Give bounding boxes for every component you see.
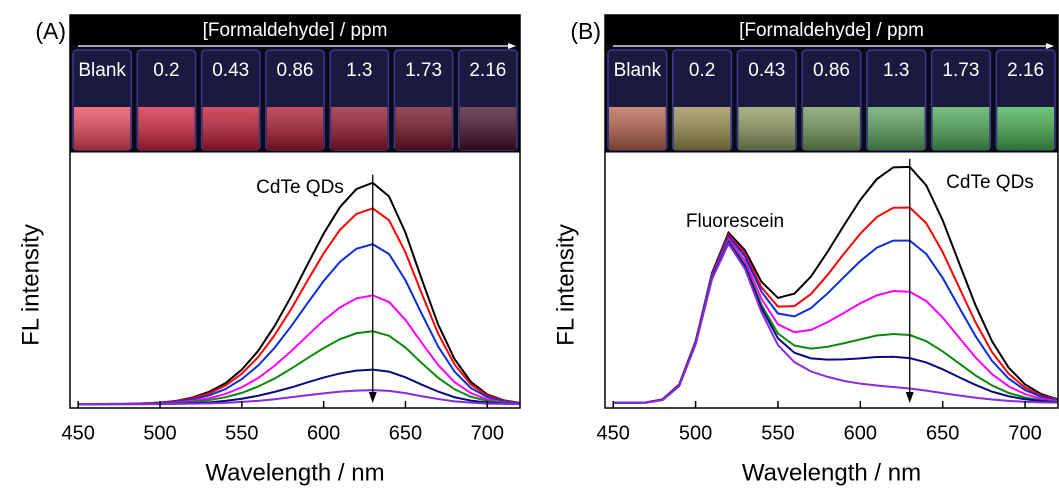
spectrum-line bbox=[78, 389, 521, 406]
spectrum-line bbox=[78, 207, 521, 406]
vial-label: 0.2 bbox=[153, 60, 179, 81]
x-tick-label: 450 bbox=[61, 422, 94, 444]
trend-arrowhead bbox=[905, 392, 914, 403]
vial-shade bbox=[459, 107, 516, 150]
x-tick-label: 650 bbox=[389, 422, 422, 444]
vial-shade bbox=[803, 107, 860, 150]
x-tick-label: 550 bbox=[761, 422, 794, 444]
x-tick-label: 450 bbox=[597, 422, 630, 444]
vial-shade bbox=[202, 107, 259, 150]
vial-label: 0.43 bbox=[748, 60, 785, 81]
y-axis-title: FL intensity bbox=[552, 224, 579, 346]
vial-shade bbox=[331, 107, 388, 150]
vial-shade bbox=[867, 107, 925, 150]
x-tick-label: 500 bbox=[679, 422, 712, 444]
vial-label: 1.3 bbox=[346, 60, 372, 81]
vial-shade bbox=[138, 107, 195, 150]
vial-label: 0.86 bbox=[813, 60, 850, 81]
vial-label: 0.2 bbox=[689, 60, 715, 81]
vial-label: 1.73 bbox=[942, 60, 979, 81]
vial-shade bbox=[673, 107, 731, 150]
x-tick-label: 600 bbox=[307, 422, 340, 444]
vial-shade bbox=[738, 107, 796, 150]
x-tick-label: 650 bbox=[926, 422, 959, 444]
x-tick-label: 700 bbox=[1008, 422, 1041, 444]
trend-arrowhead bbox=[368, 392, 377, 403]
plot-frame bbox=[604, 14, 1059, 409]
x-tick-label: 600 bbox=[844, 422, 877, 444]
x-tick-label: 500 bbox=[143, 422, 176, 444]
panel-label: (A) bbox=[35, 18, 66, 44]
vial-shade bbox=[609, 107, 666, 150]
vial-label: 2.16 bbox=[469, 60, 506, 81]
vial-label: 0.86 bbox=[277, 60, 314, 81]
plot-frame bbox=[69, 14, 521, 409]
vial-shade bbox=[997, 107, 1054, 150]
vial-shade bbox=[395, 107, 452, 150]
annotation: CdTe QDs bbox=[256, 177, 344, 198]
spectrum-line bbox=[78, 368, 521, 406]
photo-arrowhead bbox=[1046, 43, 1054, 49]
vial-label: Blank bbox=[614, 60, 662, 81]
annotation: CdTe QDs bbox=[946, 172, 1034, 193]
photo-header bbox=[605, 15, 1058, 45]
x-axis-title: Wavelength / nm bbox=[205, 459, 384, 486]
vial-label: 1.73 bbox=[405, 60, 442, 81]
vial-label: 1.3 bbox=[883, 60, 909, 81]
x-tick-label: 550 bbox=[225, 422, 258, 444]
y-axis-title: FL intensity bbox=[17, 224, 44, 346]
vial-shade bbox=[266, 107, 324, 150]
photo-header bbox=[70, 15, 520, 45]
x-tick-label: 700 bbox=[471, 422, 504, 444]
vial-shade bbox=[74, 107, 131, 150]
vial-shade bbox=[932, 107, 990, 150]
spectrum-line bbox=[78, 330, 521, 406]
spectrum-line bbox=[613, 241, 1059, 404]
vial-label: 0.43 bbox=[212, 60, 249, 81]
x-axis-title: Wavelength / nm bbox=[742, 459, 921, 486]
vial-label: 2.16 bbox=[1007, 60, 1044, 81]
vial-label: Blank bbox=[78, 60, 126, 81]
photo-title: [Formaldehyde] / ppm bbox=[203, 20, 388, 41]
panel-label: (B) bbox=[570, 18, 601, 44]
photo-arrowhead bbox=[508, 43, 516, 49]
photo-title: [Formaldehyde] / ppm bbox=[739, 20, 924, 41]
annotation: Fluorescein bbox=[686, 211, 784, 232]
